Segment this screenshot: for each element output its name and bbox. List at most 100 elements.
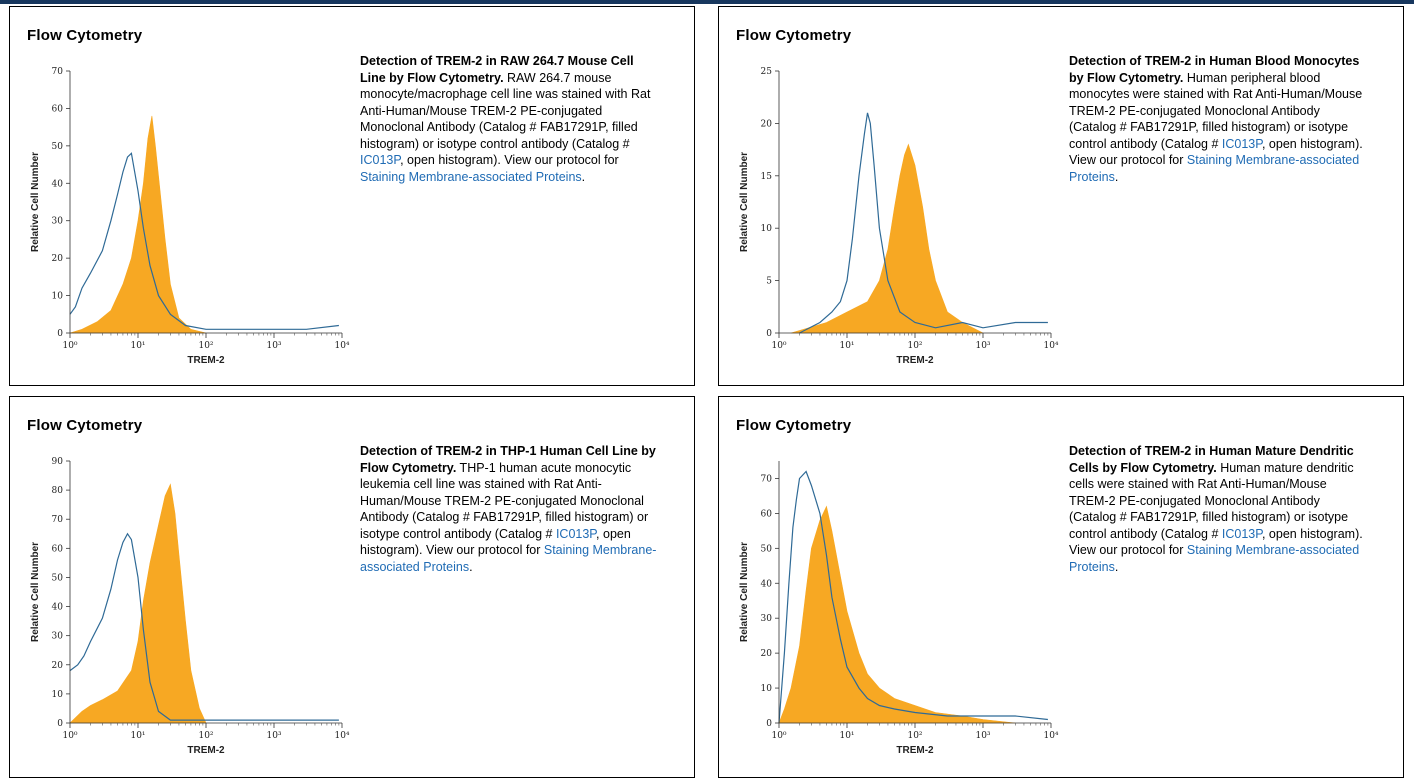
caption-text: , open histogram). View our protocol for [360,526,631,558]
x-tick-label: 10¹ [839,341,854,351]
caption-text: , open histogram). View our protocol for [400,153,619,167]
y-axis-title: Relative Cell Number [30,152,41,252]
x-tick-label: 10³ [975,341,990,351]
x-tick-label: 10⁴ [334,731,349,741]
panel-caption: Detection of TREM-2 in Human Mature Dend… [1069,443,1369,575]
isotype-control-link[interactable]: IC013P [360,153,401,167]
y-axis-title: Relative Cell Number [30,542,41,642]
x-tick-label: 10² [198,731,213,741]
filled-histogram [790,143,984,334]
y-tick-label: 70 [761,474,773,484]
top-accent-bar [0,0,1414,4]
x-tick-label: 10⁰ [62,341,77,351]
x-tick-label: 10³ [266,731,281,741]
y-tick-label: 10 [761,684,773,694]
panel-title: Flow Cytometry [736,27,852,44]
y-tick-label: 40 [52,179,64,189]
y-tick-label: 60 [761,509,773,519]
caption-text: Human peripheral blood monocytes were st… [1069,70,1363,151]
x-tick-label: 10² [907,341,922,351]
y-tick-label: 20 [52,254,64,264]
caption-text: RAW 264.7 mouse monocyte/macrophage cell… [360,70,651,151]
x-tick-label: 10¹ [839,731,854,741]
x-axis-title: TREM-2 [896,355,934,366]
caption-end: . [469,559,473,574]
panel-title: Flow Cytometry [736,417,852,434]
x-tick-label: 10⁰ [771,731,786,741]
staining-protocol-link[interactable]: Staining Membrane-associated Proteins [360,169,582,184]
isotype-control-link[interactable]: IC013P [1221,136,1262,151]
x-tick-label: 10⁴ [334,341,349,351]
x-tick-label: 10¹ [130,341,145,351]
x-axis-title: TREM-2 [187,745,225,756]
caption-heading: Detection of TREM-2 in Human Blood Monoc… [1069,54,1360,85]
y-axis-title: Relative Cell Number [739,152,750,252]
staining-protocol-link[interactable]: Staining Membrane-associated Proteins [1069,543,1360,574]
x-axis-title: TREM-2 [896,745,934,756]
open-histogram [799,112,1048,334]
y-tick-label: 20 [761,119,773,129]
panel-caption: Detection of TREM-2 in RAW 264.7 Mouse C… [360,53,660,185]
flow-cytometry-panel-blood-monocytes: Flow Cytometry 0 5 10 15 20 25 10⁰ 10¹ 10² 10³ 10⁴… [718,6,1404,386]
y-tick-label: 0 [57,719,63,729]
caption-end: . [1114,559,1119,574]
caption-text: THP-1 human acute monocytic leukemia cel… [360,460,649,541]
x-tick-label: 10⁰ [771,341,786,351]
y-tick-label: 60 [52,104,64,114]
x-tick-label: 10² [198,341,213,351]
y-tick-label: 30 [52,632,64,642]
y-tick-label: 20 [52,661,64,671]
y-tick-label: 10 [52,292,64,302]
y-tick-label: 25 [761,67,773,77]
x-tick-label: 10⁰ [62,731,77,741]
y-tick-label: 10 [52,690,64,700]
isotype-control-link[interactable]: IC013P [1221,526,1262,541]
x-tick-label: 10² [907,731,922,741]
y-tick-label: 10 [761,224,773,234]
panel-caption: Detection of TREM-2 in Human Blood Monoc… [1069,53,1369,185]
y-tick-label: 70 [52,67,64,77]
y-tick-label: 50 [52,142,64,152]
y-tick-label: 5 [766,277,772,287]
y-tick-label: 90 [52,457,64,467]
y-tick-label: 40 [52,603,64,613]
panel-title: Flow Cytometry [27,417,143,434]
y-tick-label: 30 [761,614,773,624]
caption-text: , open histogram). View our protocol for [1069,136,1363,168]
isotype-control-link[interactable]: IC013P [555,526,597,541]
staining-protocol-link[interactable]: Staining Membrane-associated Proteins [360,543,657,574]
x-tick-label: 10³ [266,341,281,351]
flow-histogram-chart: 0 10 20 30 40 50 60 70 10⁰ 10¹ 10² 10³ 10⁴ TREM-2 Rela… [739,461,1059,756]
x-tick-label: 10⁴ [1043,341,1058,351]
x-tick-label: 10³ [975,731,990,741]
x-axis-title: TREM-2 [187,355,225,366]
y-tick-label: 50 [52,573,64,583]
open-histogram [69,152,339,330]
panel-caption: Detection of TREM-2 in THP-1 Human Cell … [360,443,660,575]
y-tick-label: 15 [761,172,773,182]
filled-histogram [69,115,207,334]
flow-cytometry-panel-raw264: Flow Cytometry 0 10 20 30 40 50 60 70 10⁰ 10¹ 10² 1… [9,6,695,386]
y-tick-label: 0 [766,719,772,729]
caption-end: . [1114,169,1119,184]
flow-histogram-chart: 0 10 20 30 40 50 60 70 10⁰ 10¹ 10² 10³ 10⁴ TREM-2 Rela… [30,67,350,366]
y-tick-label: 40 [761,579,773,589]
y-tick-label: 30 [52,217,64,227]
x-tick-label: 10⁴ [1043,731,1058,741]
caption-heading: Detection of TREM-2 in RAW 264.7 Mouse C… [360,54,634,85]
flow-histogram-chart: 0 5 10 15 20 25 10⁰ 10¹ 10² 10³ 10⁴ TREM-2 Relative … [739,67,1059,366]
y-axis-title: Relative Cell Number [739,542,750,642]
caption-text: Human mature dendritic cells were staine… [1069,460,1354,541]
filled-histogram [778,505,1016,724]
flow-histogram-chart: 0 10 20 30 40 50 60 70 80 90 10⁰ 10¹ 10² 10³ 10⁴ TREM-2… [30,457,350,756]
flow-cytometry-panel-dendritic-cells: Flow Cytometry 0 10 20 30 40 50 60 70 10⁰ 10¹ 10² 1… [718,396,1404,778]
staining-protocol-link[interactable]: Staining Membrane-associated Proteins [1069,153,1360,184]
caption-heading: Detection of TREM-2 in THP-1 Human Cell … [360,444,656,475]
filled-histogram [69,483,207,724]
x-tick-label: 10¹ [130,731,145,741]
y-tick-label: 60 [52,544,64,554]
y-tick-label: 20 [761,649,773,659]
y-tick-label: 80 [52,486,64,496]
caption-heading: Detection of TREM-2 in Human Mature Dend… [1069,444,1354,475]
caption-end: . [581,169,586,184]
